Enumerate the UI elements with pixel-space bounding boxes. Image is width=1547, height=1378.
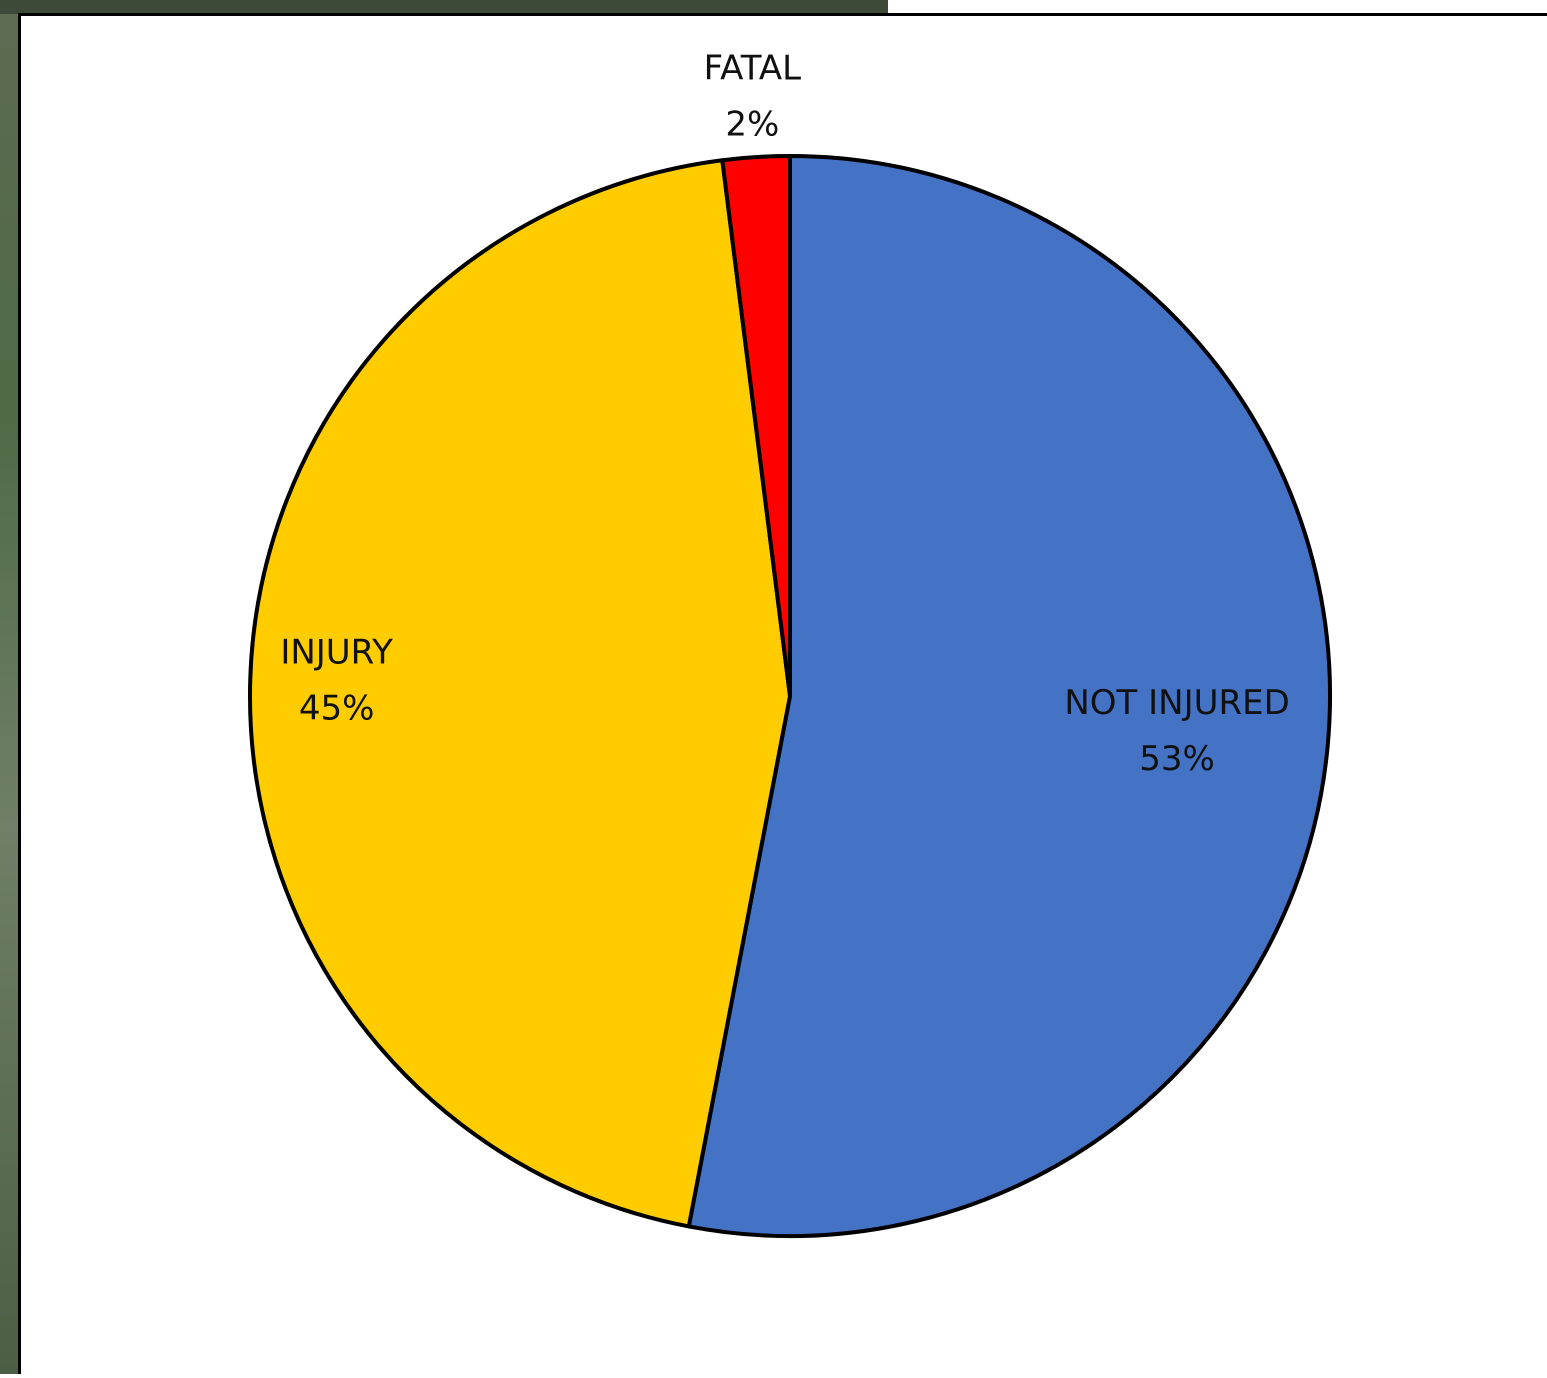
slice-label: INJURY [280, 632, 393, 672]
slice-label: FATAL [704, 48, 801, 88]
value-label: 53% [1139, 739, 1215, 779]
value-label: 45% [299, 688, 375, 728]
value-label: 2% [725, 104, 779, 144]
slice-label: NOT INJURED [1064, 683, 1289, 723]
map-strip-top [0, 0, 888, 14]
